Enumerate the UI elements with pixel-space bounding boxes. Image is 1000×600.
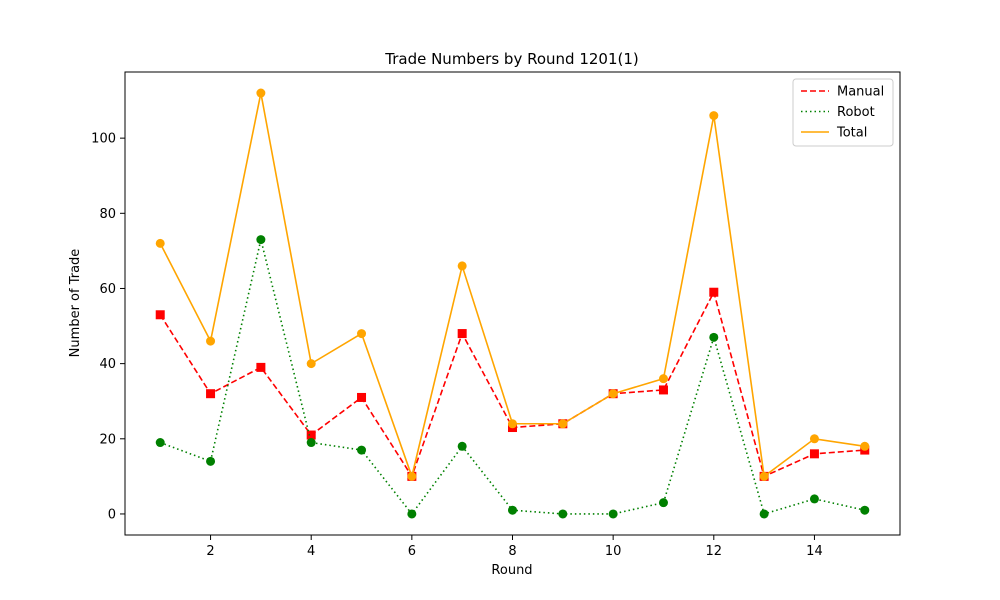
y-tick-label: 60 [99,282,116,297]
chart-title: Trade Numbers by Round 1201(1) [384,50,639,68]
y-tick-label: 100 [91,132,116,147]
y-tick-label: 0 [108,507,116,522]
data-point-total [306,359,316,369]
data-point-robot [407,509,417,519]
data-point-manual [155,310,165,320]
data-point-total [759,471,769,481]
data-point-robot [256,235,266,245]
series-line-robot [159,239,865,516]
y-tick-label: 80 [99,207,116,222]
data-point-robot [357,445,367,455]
data-point-total [508,419,517,429]
legend-label-robot: Robot [837,105,875,120]
data-point-manual [457,329,467,339]
x-tick-label: 8 [508,544,516,559]
data-point-robot [558,509,568,519]
series-manual [155,287,870,481]
data-point-total [155,238,165,248]
data-point-total [608,389,618,399]
x-tick-label: 12 [706,544,723,559]
data-point-manual [709,287,719,297]
series-line-manual [159,290,865,479]
data-point-manual [256,362,266,372]
data-point-robot [809,494,819,504]
data-point-manual [306,430,316,440]
data-point-robot [860,505,870,515]
data-point-total [457,261,467,271]
series-total [155,88,870,481]
x-tick-label: 14 [806,544,823,559]
y-tick-label: 20 [99,432,116,447]
data-point-manual [658,385,668,395]
x-axis: 2 4 6 8 10 12 14 [206,535,823,559]
data-point-total [809,434,819,444]
data-point-robot [206,456,216,466]
legend: Manual Robot Total [792,78,894,147]
data-point-robot [306,438,316,448]
x-tick-label: 6 [408,544,416,559]
x-tick-label: 2 [206,544,214,559]
series-robot [155,235,870,519]
plot-frame [124,71,901,536]
legend-label-total: Total [836,126,867,141]
data-point-total [256,88,266,98]
data-point-total [206,336,216,346]
legend-box [792,78,894,147]
x-tick-label: 10 [605,544,622,559]
data-point-total [357,329,367,339]
data-point-robot [759,509,769,519]
series-line-total [159,92,865,480]
series-layer [155,88,870,519]
data-point-total [407,471,417,481]
y-tick-label: 40 [99,357,116,372]
data-point-robot [155,438,165,448]
y-axis-label: Number of Trade [68,249,83,358]
data-point-total [860,441,870,451]
data-point-manual [206,389,216,399]
data-point-total [558,419,568,429]
data-point-robot [457,441,467,451]
data-point-robot [608,509,618,519]
data-point-robot [709,332,719,342]
data-point-total [709,111,719,121]
data-point-total [658,374,668,384]
data-point-robot [658,498,668,508]
x-axis-label: Round [491,563,532,578]
data-point-robot [508,505,517,515]
x-tick-label: 4 [307,544,315,559]
y-axis: 0 20 40 60 80 100 [91,132,125,522]
data-point-manual [357,392,367,402]
data-point-manual [809,449,819,459]
legend-label-manual: Manual [837,85,884,100]
